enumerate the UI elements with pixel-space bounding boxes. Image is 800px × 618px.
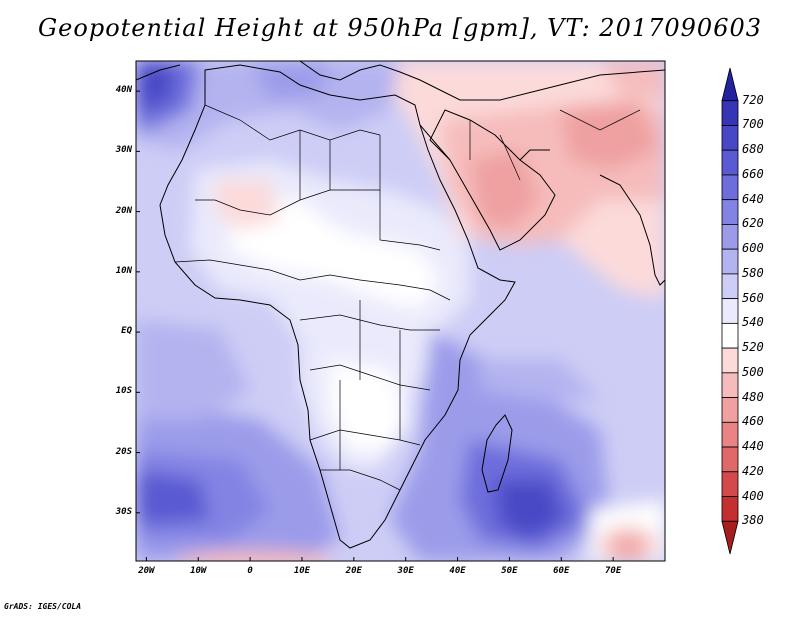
colorbar-level-label: 680 — [742, 142, 764, 157]
lon-tick-label: 0 — [247, 566, 253, 576]
colorbar-segment — [721, 520, 739, 555]
colorbar-segment — [721, 298, 739, 324]
borders — [174, 104, 641, 491]
colorbar-level-label: 700 — [742, 117, 764, 132]
colorbar-level-label: 400 — [742, 488, 764, 503]
colorbar-level-label: 500 — [742, 364, 764, 379]
height-field — [136, 61, 665, 561]
colorbar-level-label: 480 — [742, 389, 764, 404]
colorbar-level-label: 640 — [742, 191, 764, 206]
lon-tick-label: 40E — [449, 566, 466, 576]
lat-tick-label: 10S — [115, 386, 132, 397]
lat-tick-label: EQ — [121, 326, 132, 337]
colorbar-segment — [721, 372, 739, 398]
colorbar-level-label: 420 — [742, 463, 764, 478]
chart-title: Geopotential Height at 950hPa [gpm], VT:… — [38, 14, 762, 42]
colorbar-segment — [721, 421, 739, 448]
colorbar-level-label: 440 — [742, 439, 764, 454]
colorbar — [721, 67, 739, 555]
colorbar-segment — [721, 273, 739, 300]
colorbar-segment — [721, 322, 739, 349]
lat-tick-label: 20S — [115, 446, 132, 457]
coastlines — [136, 61, 665, 549]
colorbar-level-label: 520 — [742, 340, 764, 355]
colorbar-level-label: 380 — [742, 513, 764, 528]
colorbar-segment — [721, 125, 739, 151]
colorbar-segment — [721, 149, 739, 176]
lon-tick-label: 70E — [604, 566, 622, 576]
lat-tick-label: 20N — [115, 205, 132, 216]
lon-tick-label: 60E — [553, 566, 570, 576]
lat-tick-label: 40N — [115, 85, 132, 96]
lon-tick-label: 30E — [397, 566, 414, 576]
lon-tick-label: 50E — [501, 566, 518, 576]
colorbar-level-label: 600 — [742, 241, 764, 256]
colorbar-level-label: 540 — [742, 315, 764, 330]
colorbar-segment — [721, 100, 739, 126]
colorbar-level-label: 620 — [742, 216, 764, 231]
credit-text: GrADS: IGES/COLA — [4, 602, 82, 611]
colorbar-segment — [721, 446, 739, 473]
colorbar-level-label: 660 — [742, 166, 764, 181]
lon-tick-label: 10E — [293, 566, 311, 576]
colorbar-segment — [721, 496, 739, 522]
lat-tick-label: 30N — [115, 145, 132, 156]
lat-tick-label: 10N — [115, 265, 132, 276]
colorbar-segment — [721, 248, 739, 275]
colorbar-level-label: 460 — [742, 414, 764, 429]
colorbar-segment — [721, 471, 739, 497]
lon-tick-label: 20E — [345, 566, 362, 576]
axis-ticks — [136, 90, 614, 561]
lon-tick-label: 20W — [138, 566, 155, 576]
lon-tick-label: 10W — [190, 566, 207, 576]
colorbar-segment — [721, 347, 739, 374]
colorbar-segment — [721, 397, 739, 423]
plot-frame — [135, 60, 666, 562]
colorbar-segment — [721, 174, 739, 201]
colorbar-level-label: 580 — [742, 265, 764, 280]
colorbar-segment — [721, 67, 739, 102]
lat-tick-label: 30S — [115, 506, 132, 517]
colorbar-level-label: 720 — [742, 92, 764, 107]
colorbar-level-label: 560 — [742, 290, 764, 305]
colorbar-segment — [721, 199, 739, 225]
colorbar-segment — [721, 224, 739, 250]
